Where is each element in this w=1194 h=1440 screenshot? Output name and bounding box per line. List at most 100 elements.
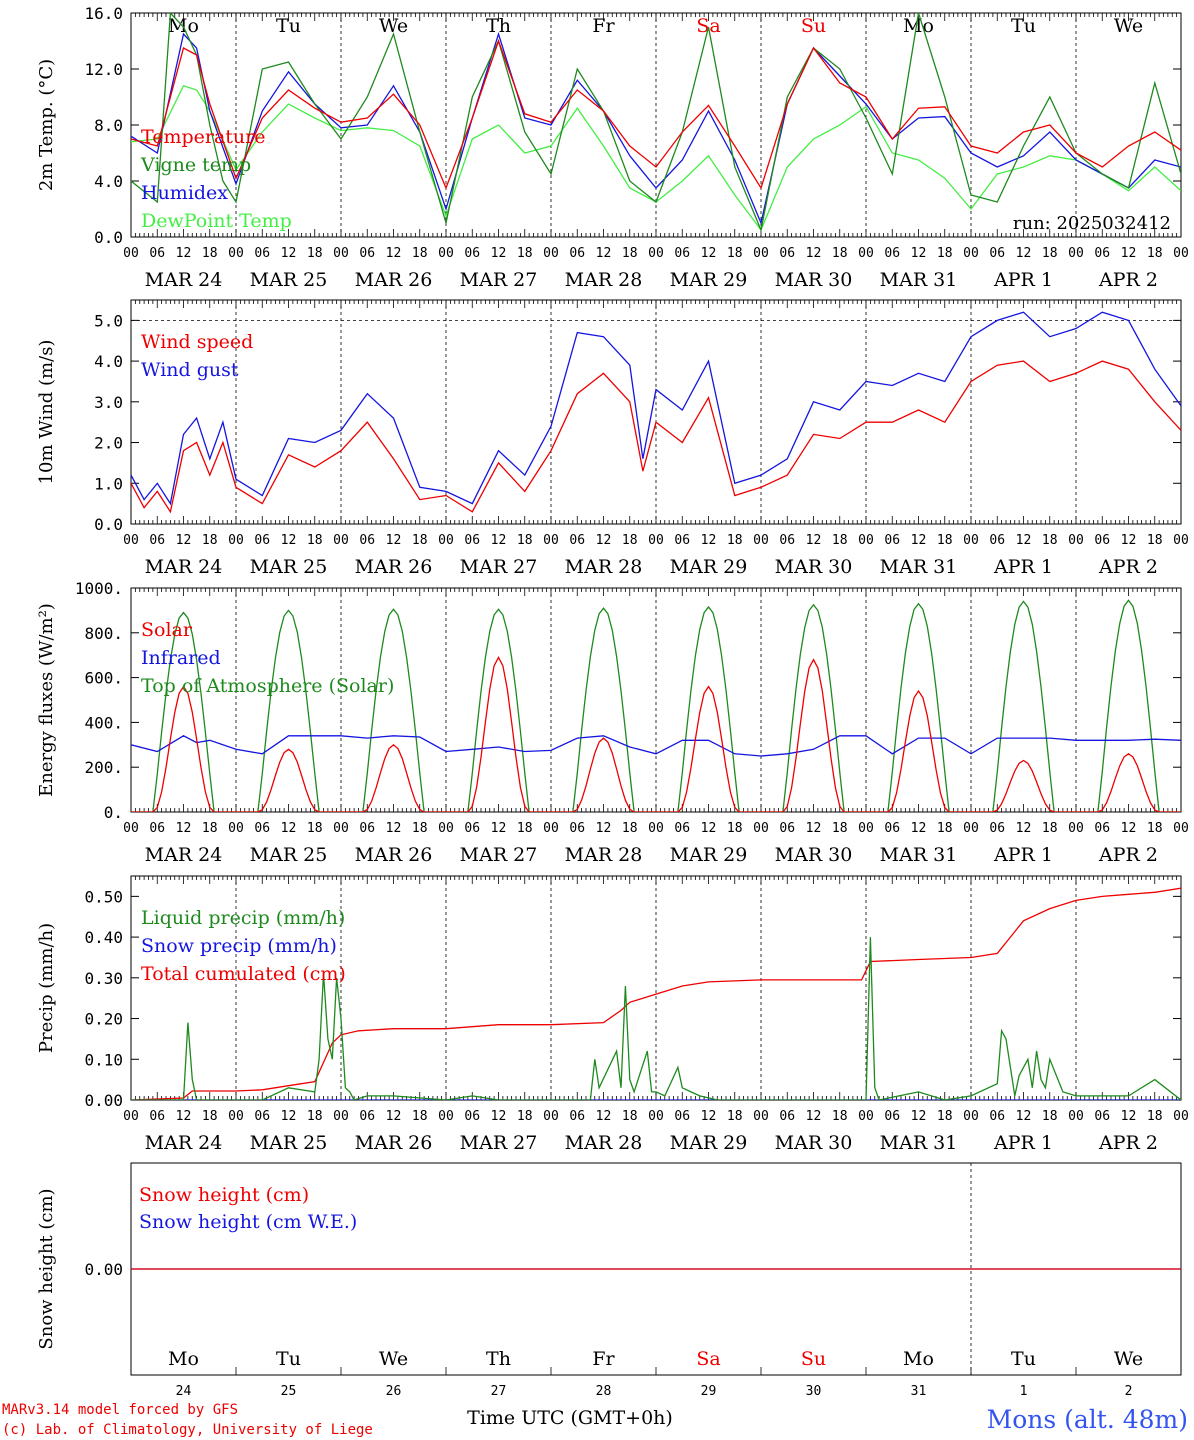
- wind-hour-label: 12: [176, 533, 192, 548]
- energy-legend-entry: Solar: [141, 619, 193, 641]
- energy-date-label: MAR 31: [880, 844, 958, 866]
- temp-hour-label: 12: [281, 246, 297, 261]
- energy-hour-label: 00: [333, 821, 349, 836]
- energy-y-tick-label: 1000.: [75, 579, 123, 598]
- wind-hour-label: 18: [832, 533, 848, 548]
- snow-legend-entry: Snow height (cm): [139, 1184, 309, 1206]
- precip-date-label: MAR 28: [565, 1132, 643, 1154]
- snow-date-number: 24: [176, 1384, 192, 1399]
- station-name: Mons (alt. 48m): [987, 1405, 1188, 1434]
- energy-hour-label: 00: [1068, 821, 1084, 836]
- precip-date-label: MAR 29: [670, 1132, 748, 1154]
- precip-hour-label: 12: [1016, 1109, 1032, 1124]
- temp-date-label: MAR 27: [460, 269, 538, 291]
- snow-day-label: We: [379, 1348, 408, 1370]
- wind-hour-label: 18: [937, 533, 953, 548]
- precip-hour-label: 00: [228, 1109, 244, 1124]
- energy-series-solar: [131, 655, 1181, 812]
- energy-hour-label: 18: [832, 821, 848, 836]
- energy-y-tick-label: 0.: [104, 803, 123, 822]
- snow-day-label: Th: [486, 1348, 511, 1370]
- energy-hour-label: 12: [596, 821, 612, 836]
- temp-hour-label: 00: [543, 246, 559, 261]
- wind-hour-label: 18: [202, 533, 218, 548]
- snow-date-number: 29: [701, 1384, 717, 1399]
- precip-hour-label: 18: [412, 1109, 428, 1124]
- wind-y-tick-label: 5.0: [94, 311, 123, 330]
- temp-hour-label: 12: [176, 246, 192, 261]
- wind-hour-label: 06: [989, 533, 1005, 548]
- temp-day-label: Mo: [903, 15, 934, 37]
- precip-hour-label: 12: [386, 1109, 402, 1124]
- temp-run-annotation: run: 2025032412: [1013, 213, 1171, 234]
- precip-date-label: MAR 26: [355, 1132, 433, 1154]
- snow-day-label: Fr: [592, 1348, 615, 1370]
- precip-hour-label: 00: [543, 1109, 559, 1124]
- precip-date-label: MAR 24: [145, 1132, 223, 1154]
- temp-series-temperature: [131, 39, 1181, 190]
- temp-day-label: Sa: [696, 15, 720, 37]
- precip-hour-label: 06: [464, 1109, 480, 1124]
- energy-y-tick-label: 200.: [84, 758, 123, 777]
- precip-hour-label: 18: [727, 1109, 743, 1124]
- precip-hour-label: 12: [281, 1109, 297, 1124]
- energy-date-label: MAR 29: [670, 844, 748, 866]
- wind-hour-label: 00: [543, 533, 559, 548]
- temp-legend-entry: Vigne temp: [140, 154, 251, 176]
- precip-hour-label: 18: [307, 1109, 323, 1124]
- snow-date-number: 30: [806, 1384, 822, 1399]
- wind-hour-label: 00: [1173, 533, 1189, 548]
- energy-hour-label: 06: [569, 821, 585, 836]
- energy-hour-label: 00: [858, 821, 874, 836]
- snow-date-number: 28: [596, 1384, 612, 1399]
- energy-hour-label: 06: [674, 821, 690, 836]
- temp-hour-label: 18: [412, 246, 428, 261]
- precip-hour-label: 12: [596, 1109, 612, 1124]
- energy-series-infrared: [131, 735, 1181, 757]
- temp-hour-label: 00: [228, 246, 244, 261]
- precip-date-label: APR 2: [1098, 1132, 1158, 1154]
- wind-hour-label: 18: [622, 533, 638, 548]
- energy-hour-label: 18: [727, 821, 743, 836]
- temp-hour-label: 00: [1068, 246, 1084, 261]
- temp-hour-label: 06: [359, 246, 375, 261]
- temp-legend-entry: Humidex: [141, 182, 228, 204]
- snow-date-number: 26: [386, 1384, 402, 1399]
- temp-day-label: Mo: [168, 15, 199, 37]
- snow-y-tick-label: 0.00: [84, 1260, 123, 1279]
- wind-hour-label: 12: [281, 533, 297, 548]
- temp-date-label: MAR 29: [670, 269, 748, 291]
- temp-hour-label: 06: [464, 246, 480, 261]
- temp-hour-label: 18: [832, 246, 848, 261]
- precip-hour-label: 00: [1173, 1109, 1189, 1124]
- temp-hour-label: 18: [1042, 246, 1058, 261]
- energy-date-label: MAR 27: [460, 844, 538, 866]
- wind-hour-label: 00: [438, 533, 454, 548]
- snow-day-label: Mo: [903, 1348, 934, 1370]
- wind-hour-label: 00: [1068, 533, 1084, 548]
- temp-date-label: MAR 28: [565, 269, 643, 291]
- energy-hour-label: 06: [464, 821, 480, 836]
- precip-hour-label: 06: [149, 1109, 165, 1124]
- wind-date-label: APR 2: [1098, 556, 1158, 578]
- energy-hour-label: 06: [359, 821, 375, 836]
- temp-hour-label: 12: [1016, 246, 1032, 261]
- precip-hour-label: 12: [806, 1109, 822, 1124]
- snow-day-label: Mo: [168, 1348, 199, 1370]
- wind-hour-label: 12: [806, 533, 822, 548]
- wind-date-label: MAR 28: [565, 556, 643, 578]
- precip-hour-label: 18: [202, 1109, 218, 1124]
- temp-y-axis-title: 2m Temp. (°C): [36, 59, 57, 191]
- temp-day-label: We: [1114, 15, 1143, 37]
- temp-date-label: APR 2: [1098, 269, 1158, 291]
- temp-y-tick-label: 16.0: [84, 4, 123, 23]
- precip-hour-label: 06: [1094, 1109, 1110, 1124]
- precip-hour-label: 00: [648, 1109, 664, 1124]
- temp-y-tick-label: 0.0: [94, 228, 123, 247]
- energy-date-label: APR 2: [1098, 844, 1158, 866]
- precip-date-label: MAR 25: [250, 1132, 328, 1154]
- energy-legend-entry: Infrared: [141, 647, 221, 669]
- precip-hour-label: 18: [832, 1109, 848, 1124]
- temp-date-label: MAR 26: [355, 269, 433, 291]
- wind-y-axis-title: 10m Wind (m/s): [36, 340, 57, 485]
